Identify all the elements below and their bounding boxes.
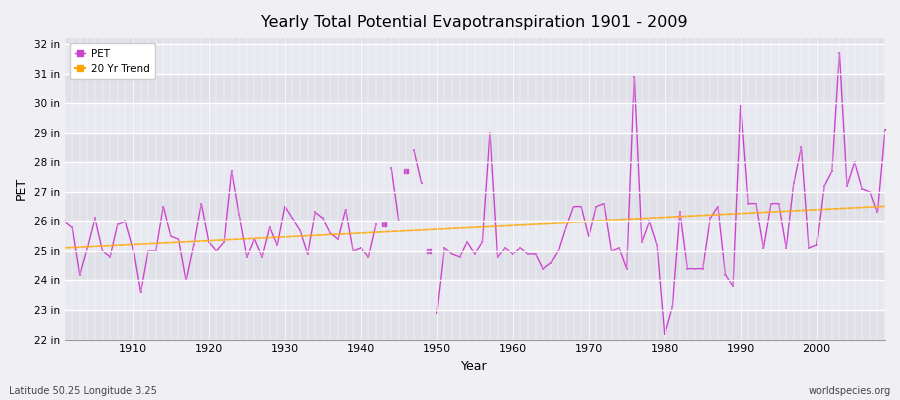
X-axis label: Year: Year (462, 360, 488, 373)
Bar (65, 14, 885, 44)
Bar (65, 74, 885, 103)
Bar (65, 221, 885, 251)
Y-axis label: PET: PET (15, 177, 28, 200)
Bar (65, 133, 885, 162)
Title: Yearly Total Potential Evapotranspiration 1901 - 2009: Yearly Total Potential Evapotranspiratio… (262, 15, 688, 30)
Bar (65, 310, 885, 340)
Bar (65, 192, 885, 221)
Bar (65, 251, 885, 280)
Bar (65, 103, 885, 133)
Bar (65, 44, 885, 74)
Text: Latitude 50.25 Longitude 3.25: Latitude 50.25 Longitude 3.25 (9, 386, 157, 396)
Legend: PET, 20 Yr Trend: PET, 20 Yr Trend (70, 43, 155, 79)
Text: worldspecies.org: worldspecies.org (809, 386, 891, 396)
Bar (65, 162, 885, 192)
Bar (65, 280, 885, 310)
